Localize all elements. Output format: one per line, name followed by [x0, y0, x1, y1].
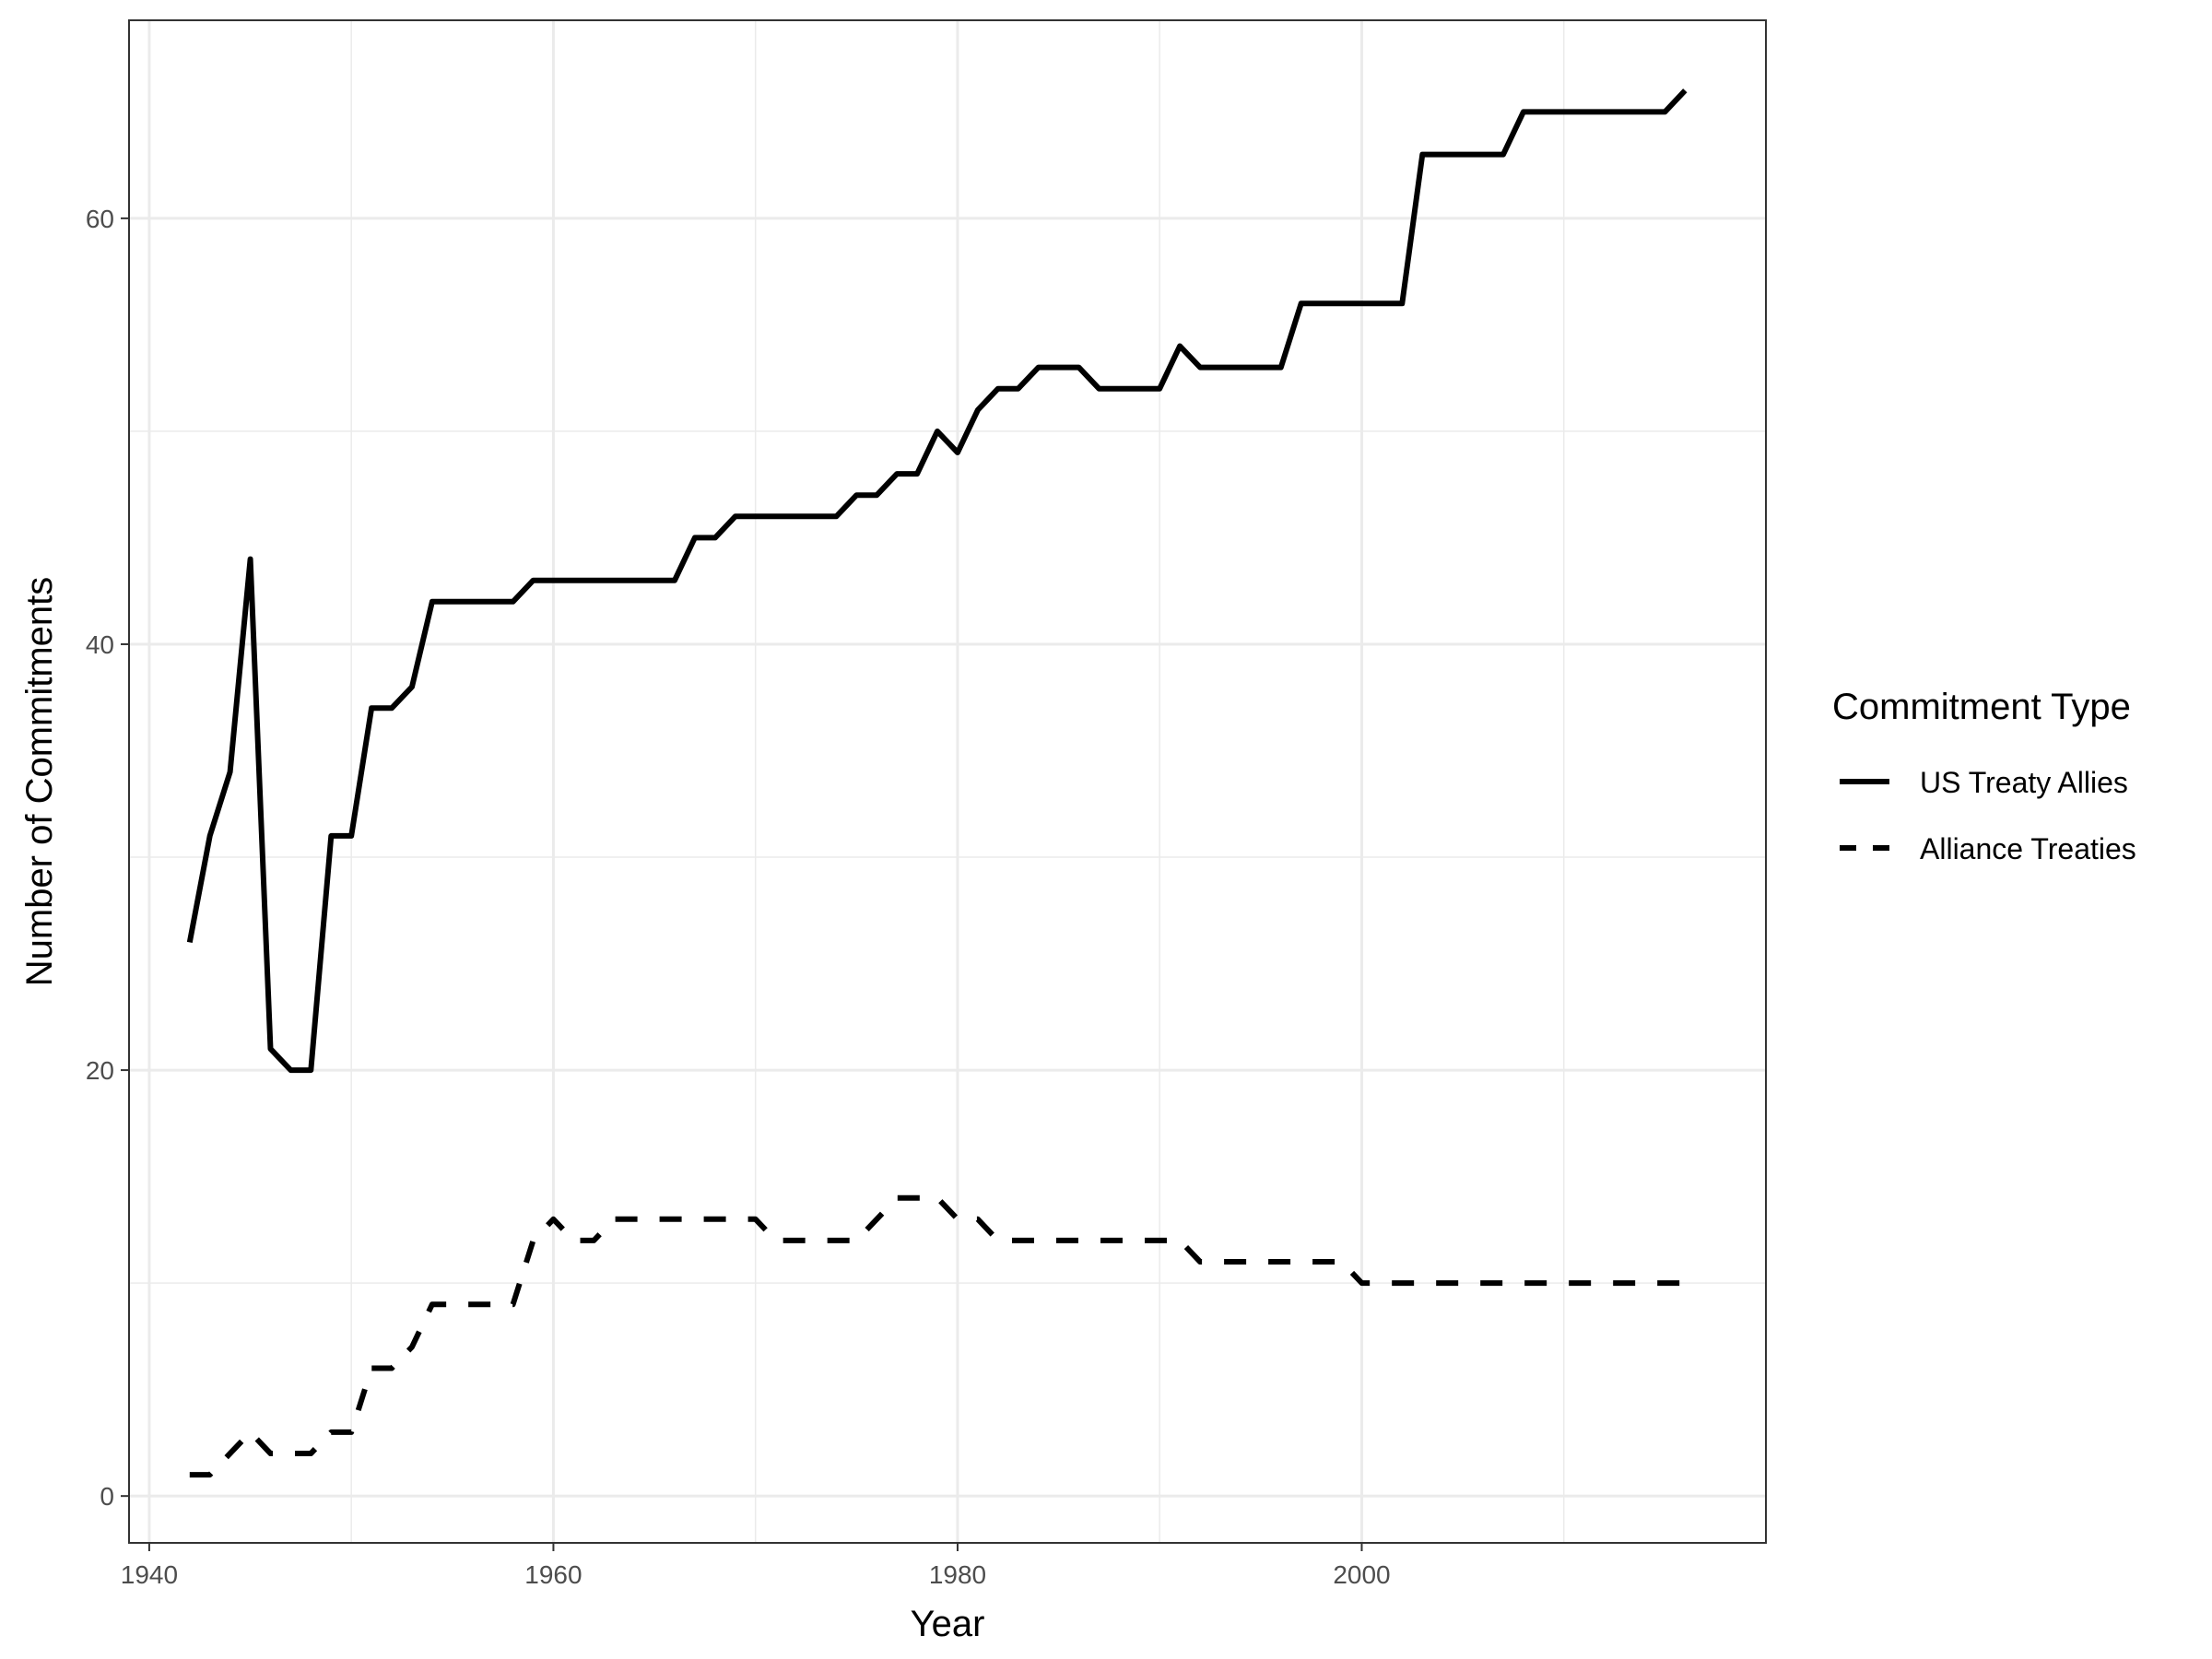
x-tick-label: 2000	[1333, 1560, 1390, 1589]
series-lines	[186, 88, 1688, 1478]
y-tick-label: 40	[86, 630, 114, 659]
legend: Commitment Type US Treaty Allies Alliance…	[1832, 687, 2136, 865]
series-line-alliance-treaties	[189, 1194, 1686, 1478]
plot-panel	[129, 20, 1766, 1543]
x-tick-label: 1960	[524, 1560, 582, 1589]
major-gridlines	[129, 20, 1766, 1543]
legend-title: Commitment Type	[1832, 687, 2131, 727]
plot-border	[128, 19, 1767, 1544]
x-tick-label: 1940	[121, 1560, 178, 1589]
y-tick-label: 20	[86, 1056, 114, 1085]
legend-label: US Treaty Allies	[1920, 766, 2128, 799]
minor-gridlines	[129, 20, 1766, 1543]
x-tick-label: 1980	[929, 1560, 986, 1589]
y-tick-label: 60	[86, 205, 114, 233]
series-line-us-treaty-allies	[186, 88, 1688, 1074]
x-axis: 1940 1960 1980 2000	[121, 1543, 1391, 1589]
y-axis: 0 20 40 60	[86, 205, 129, 1511]
legend-label: Alliance Treaties	[1920, 832, 2136, 865]
x-axis-title: Year	[911, 1604, 985, 1644]
y-axis-title: Number of Commitments	[19, 577, 60, 987]
y-tick-label: 0	[100, 1482, 114, 1511]
